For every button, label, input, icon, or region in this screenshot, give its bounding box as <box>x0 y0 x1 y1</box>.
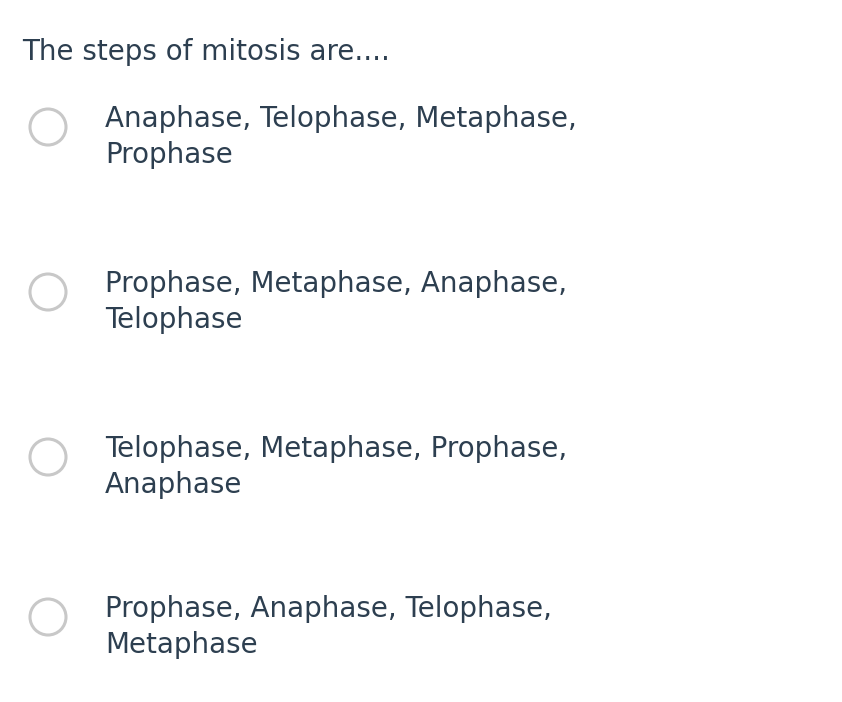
Text: Anaphase, Telophase, Metaphase,
Prophase: Anaphase, Telophase, Metaphase, Prophase <box>105 105 577 168</box>
Text: The steps of mitosis are....: The steps of mitosis are.... <box>22 38 390 66</box>
Text: Prophase, Metaphase, Anaphase,
Telophase: Prophase, Metaphase, Anaphase, Telophase <box>105 270 568 333</box>
Text: Prophase, Anaphase, Telophase,
Metaphase: Prophase, Anaphase, Telophase, Metaphase <box>105 595 552 658</box>
Text: Telophase, Metaphase, Prophase,
Anaphase: Telophase, Metaphase, Prophase, Anaphase <box>105 435 568 498</box>
